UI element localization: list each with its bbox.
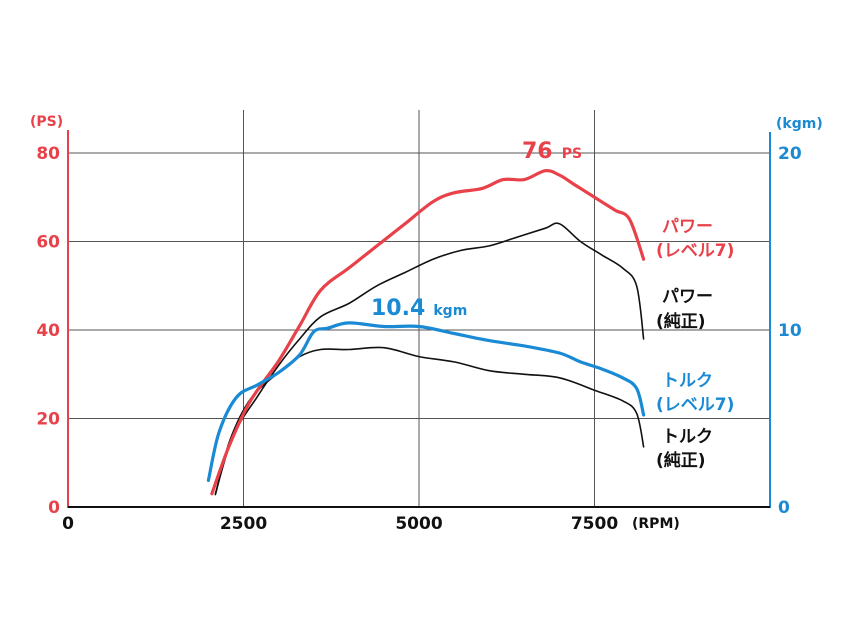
right-tick-label: 10: [778, 321, 802, 341]
series-lines: [206, 168, 646, 496]
left-axis-unit: (PS): [30, 114, 63, 130]
right-tick-label: 20: [778, 144, 802, 164]
right-axis-unit: (kgm): [776, 116, 823, 132]
legend-torque-level7: トルク (レベル7): [656, 371, 734, 415]
legend-power-level7-line1: パワー: [662, 217, 713, 237]
right-tick-label: 0: [778, 498, 790, 518]
x-tick-label: 0: [62, 514, 74, 534]
legend-power-stock: パワー (純正): [656, 287, 713, 332]
peak-torque-unit: kgm: [433, 303, 467, 319]
legend-power-level7: パワー (レベル7): [656, 217, 734, 261]
legend-torque-stock-line1: トルク: [662, 427, 713, 447]
left-tick-label: 80: [36, 144, 60, 164]
legend-torque-stock: トルク (純正): [656, 427, 713, 471]
svg-text:10.4 kgm: 10.4 kgm: [371, 296, 467, 321]
x-tick-label: 2500: [220, 514, 267, 534]
peak-power-unit: PS: [562, 146, 582, 162]
peak-torque-value: 10.4: [371, 296, 425, 321]
x-tick-label: 7500: [571, 514, 618, 534]
peak-torque-annotation: 10.4 kgm: [371, 296, 467, 321]
left-tick-label: 0: [48, 498, 60, 518]
legend-power-level7-line2: (レベル7): [656, 241, 734, 261]
x-tick-label: 5000: [395, 514, 442, 534]
legend-power-stock-line1: パワー: [662, 287, 713, 307]
legend-power-stock-line2: (純正): [656, 311, 706, 332]
series-line-torque-stock: [214, 346, 645, 496]
legend-torque-stock-line2: (純正): [656, 450, 706, 471]
axes: 0 20 40 60 80 0 10 20 0 2500 5000 7500: [36, 130, 802, 534]
peak-power-value: 76: [522, 139, 553, 164]
svg-text:76 PS: 76 PS: [522, 139, 582, 164]
peak-power-annotation: 76 PS: [522, 139, 582, 164]
left-tick-label: 60: [36, 233, 60, 253]
series-line-power-level7: [210, 168, 646, 496]
series-line-torque-level7: [206, 321, 646, 482]
left-tick-label: 40: [36, 321, 60, 341]
x-axis-label: (RPM): [632, 516, 680, 532]
legend-torque-level7-line2: (レベル7): [656, 395, 734, 415]
series-line-power-stock: [214, 222, 645, 495]
grid: [68, 110, 770, 507]
legend-torque-level7-line1: トルク: [662, 371, 713, 391]
left-tick-label: 20: [36, 410, 60, 430]
